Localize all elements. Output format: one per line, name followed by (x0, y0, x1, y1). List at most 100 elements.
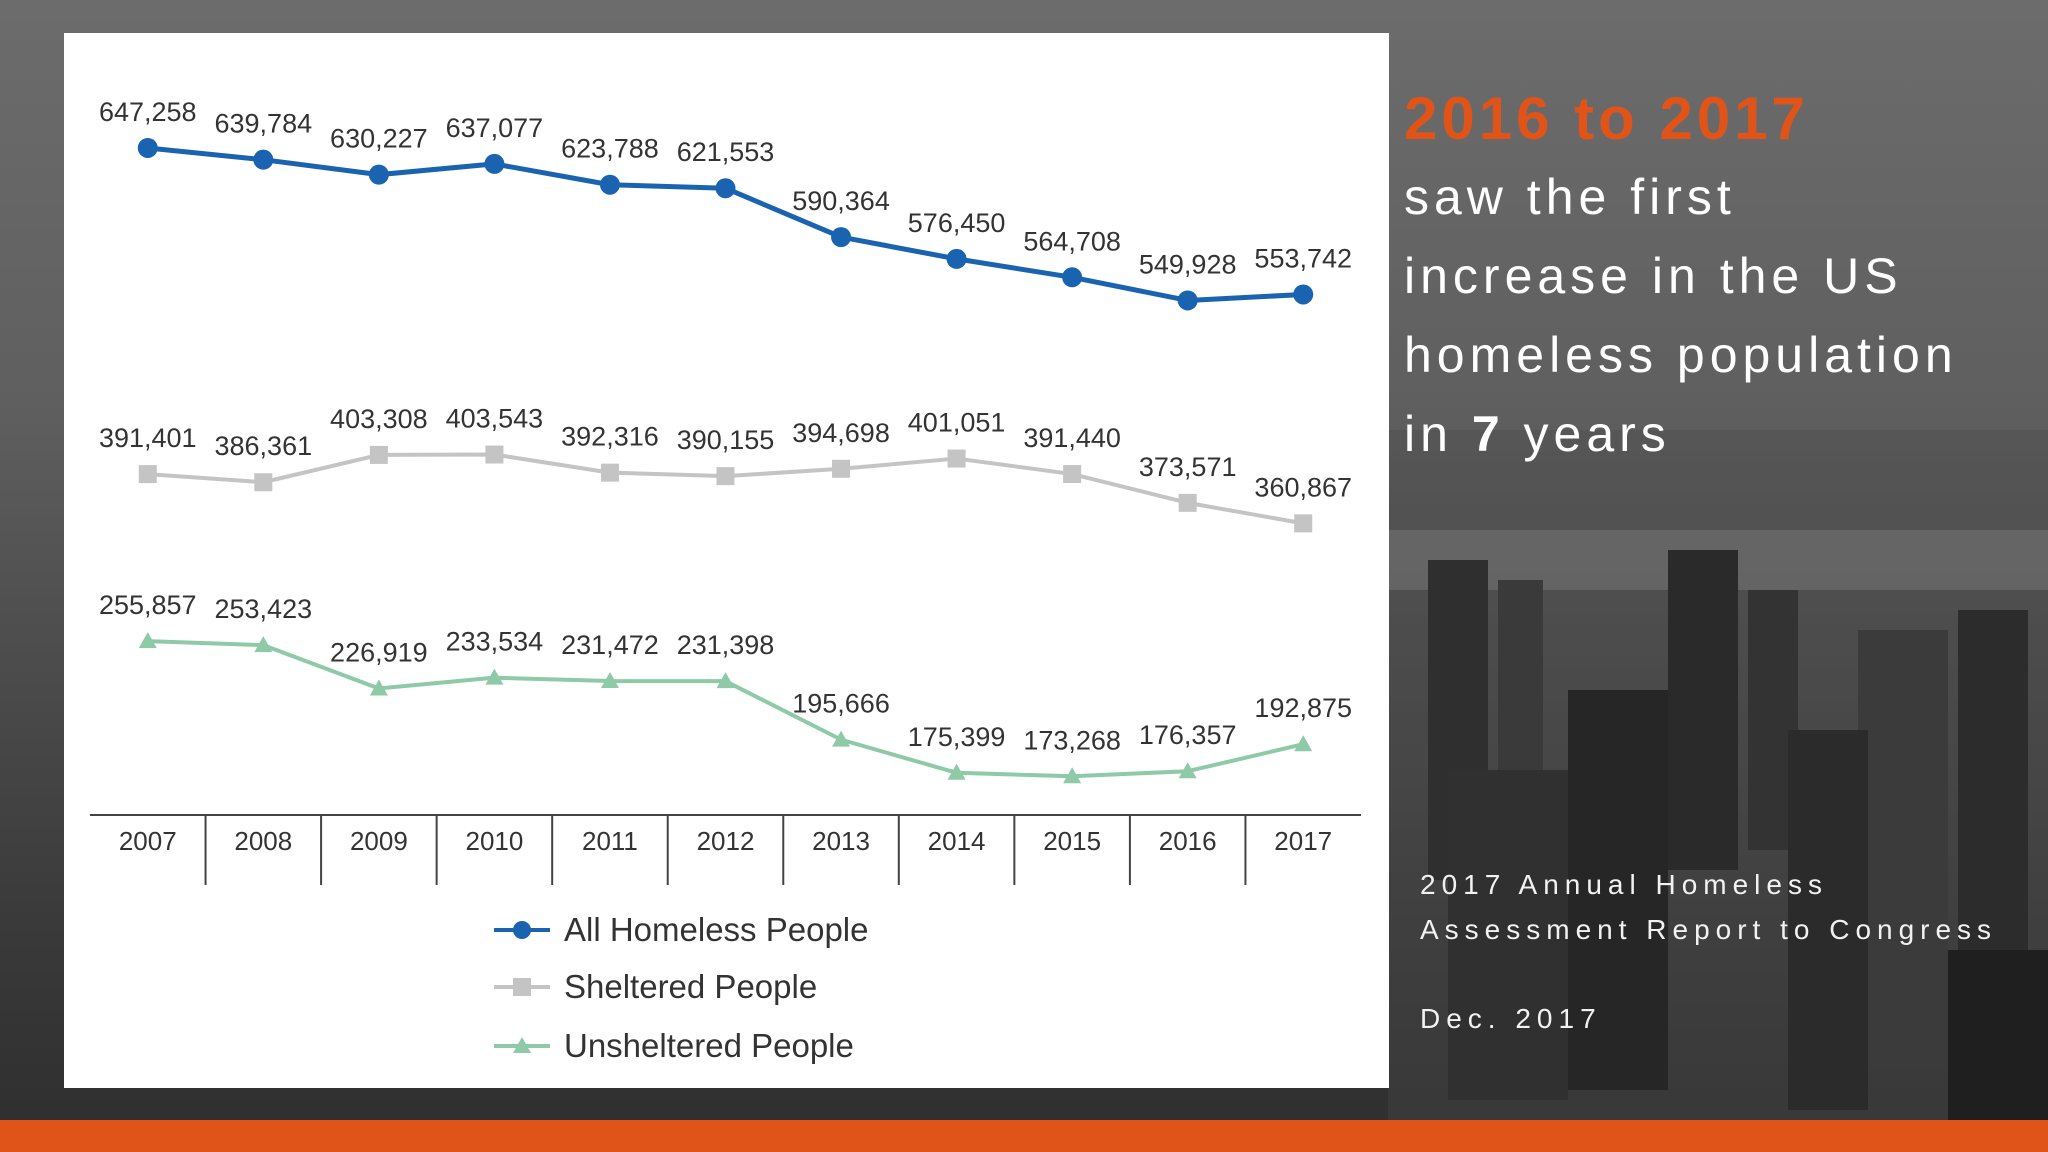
data-label: 590,364 (792, 186, 890, 216)
data-point-triangle (369, 679, 388, 696)
x-tick-label: 2015 (1043, 826, 1101, 856)
x-tick-label: 2014 (928, 826, 986, 856)
data-point-circle (1177, 290, 1198, 311)
data-label: 621,553 (677, 137, 775, 167)
data-label: 231,398 (677, 630, 775, 660)
series-line-2 (147, 452, 1304, 526)
source-title: 2017 Annual Homeless Assessment Report t… (1420, 869, 1998, 945)
data-label: 623,788 (561, 134, 659, 164)
x-tick-label: 2013 (812, 826, 870, 856)
data-label: 253,423 (215, 594, 313, 624)
series-line-3 (147, 639, 1304, 779)
data-label: 175,399 (908, 722, 1006, 752)
data-point-square (1063, 465, 1082, 484)
x-tick-label: 2011 (582, 826, 638, 856)
data-point-square (832, 459, 851, 478)
data-point-circle (715, 178, 736, 199)
data-point-circle (599, 174, 620, 195)
data-point-square (254, 473, 273, 492)
data-point-square (369, 445, 388, 464)
data-point-square (1294, 514, 1313, 533)
data-label: 255,857 (99, 590, 197, 620)
data-label: 403,543 (446, 404, 544, 434)
data-label: 226,919 (330, 637, 428, 667)
data-label: 390,155 (677, 425, 775, 455)
headline-line-4-prefix: in (1404, 406, 1472, 462)
source-date: Dec. 2017 (1420, 1003, 1602, 1034)
accent-bar (0, 1120, 2048, 1152)
data-point-triangle (832, 730, 851, 747)
source-citation: 2017 Annual Homeless Assessment Report t… (1420, 862, 2020, 1041)
data-point-triangle (485, 668, 504, 685)
data-point-circle (1293, 284, 1314, 305)
data-point-square (600, 463, 619, 482)
data-point-circle (1062, 267, 1083, 288)
data-label: 386,361 (215, 431, 313, 461)
data-point-circle (484, 153, 505, 174)
legend-marker-triangle (513, 1037, 531, 1053)
data-point-triangle (1178, 762, 1197, 779)
headline-line-1: saw the first (1404, 169, 1736, 225)
data-point-circle (831, 227, 852, 248)
data-label: 192,875 (1254, 693, 1352, 723)
data-label: 403,308 (330, 404, 428, 434)
data-point-triangle (1063, 767, 1082, 784)
data-point-square (716, 467, 735, 486)
data-point-circle (253, 149, 274, 170)
data-point-square (138, 465, 157, 484)
data-label: 173,268 (1023, 725, 1121, 755)
x-tick-label: 2012 (697, 826, 755, 856)
data-label: 639,784 (215, 109, 313, 139)
legend-label: Sheltered People (564, 968, 817, 1005)
x-tick-label: 2009 (350, 826, 408, 856)
data-point-circle (137, 137, 158, 158)
data-point-triangle (947, 763, 966, 780)
headline-range: 2016 to 2017 (1404, 85, 1809, 152)
chart-panel: 647,258 639,784 630,227 637,077 623,788 621,5… (64, 33, 1389, 1088)
data-label: 391,440 (1023, 423, 1121, 453)
x-tick-label: 2010 (465, 826, 523, 856)
data-point-circle (368, 164, 389, 185)
data-point-square (485, 445, 504, 464)
data-label: 392,316 (561, 422, 659, 452)
data-label: 553,742 (1254, 243, 1352, 273)
data-point-triangle (1294, 735, 1313, 752)
data-point-triangle (138, 632, 157, 649)
data-label: 394,698 (792, 418, 890, 448)
data-point-square (947, 449, 966, 468)
x-tick-label: 2008 (234, 826, 292, 856)
data-label: 195,666 (792, 689, 890, 719)
data-label: 401,051 (908, 408, 1006, 438)
headline-years-number: 7 (1471, 406, 1505, 462)
data-label: 647,258 (99, 97, 197, 127)
legend-marker-square (513, 978, 531, 996)
legend-label: Unsheltered People (564, 1027, 854, 1064)
legend-label: All Homeless People (564, 911, 868, 948)
headline-line-2: increase in the US (1404, 248, 1903, 304)
headline-line-4: in 7 years (1404, 395, 2034, 474)
data-point-square (1178, 493, 1197, 512)
data-label: 564,708 (1023, 226, 1121, 256)
data-point-triangle (716, 672, 735, 689)
data-point-triangle (600, 672, 619, 689)
data-label: 637,077 (446, 113, 544, 143)
x-tick-label: 2017 (1274, 826, 1332, 856)
data-label: 231,472 (561, 630, 659, 660)
data-point-triangle (254, 636, 273, 653)
city-skyline-image (1388, 430, 2048, 1120)
headline-line-3: homeless population (1404, 327, 1958, 383)
headline-line-4-suffix: years (1504, 406, 1671, 462)
data-label: 360,867 (1254, 472, 1352, 502)
data-label: 630,227 (330, 124, 428, 154)
data-label: 233,534 (446, 627, 544, 657)
data-label: 549,928 (1139, 249, 1237, 279)
series-line-1 (147, 145, 1304, 303)
line-chart: 647,258 639,784 630,227 637,077 623,788 621,5… (90, 97, 1361, 1064)
legend-marker-circle (513, 921, 531, 939)
data-label: 391,401 (99, 423, 197, 453)
data-label: 576,450 (908, 208, 1006, 238)
data-point-circle (946, 248, 967, 269)
headline: 2016 to 2017 saw the first increase in t… (1404, 80, 2034, 474)
data-label: 373,571 (1139, 452, 1237, 482)
x-tick-label: 2007 (119, 826, 177, 856)
